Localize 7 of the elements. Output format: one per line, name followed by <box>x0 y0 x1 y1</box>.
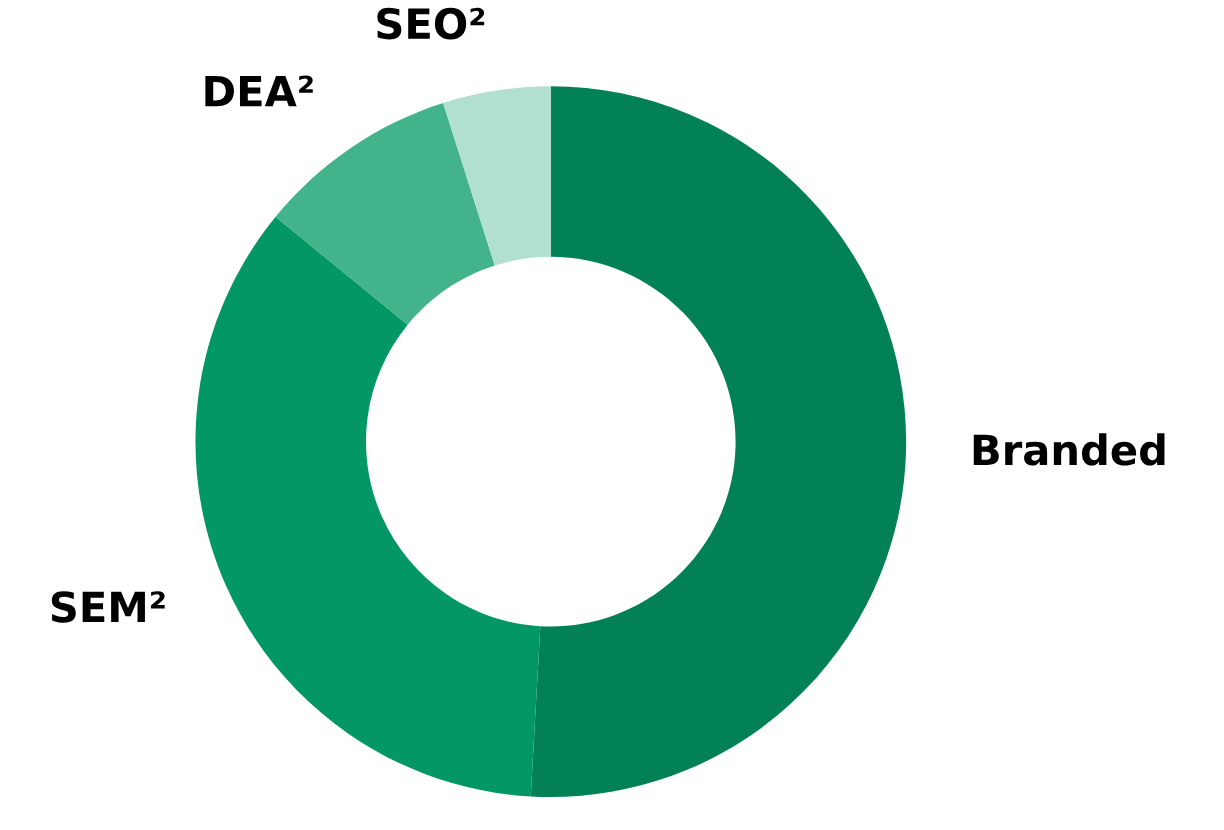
donut-slice <box>530 86 907 797</box>
slice-label: SEO² <box>377 7 485 40</box>
slice-label: Branded <box>973 433 1165 466</box>
donut-slice <box>443 86 551 266</box>
slice-label: SEM² <box>51 591 165 623</box>
slice-label: DEA² <box>205 75 313 107</box>
donut-slice <box>195 216 541 797</box>
